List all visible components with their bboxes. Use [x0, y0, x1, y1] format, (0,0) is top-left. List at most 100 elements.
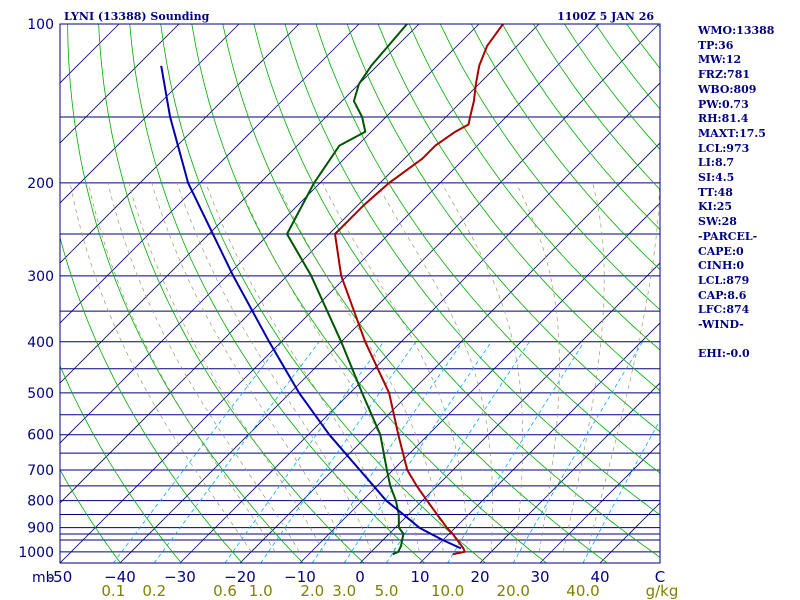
index-item: FRZ:781 [698, 68, 751, 82]
mixing-ratio-tick-label: 2.0 [300, 582, 324, 600]
mixing-ratio-unit-label: g/kg [646, 582, 679, 600]
dry-adiabat-line [160, 24, 486, 563]
index-item: TP:36 [698, 38, 734, 52]
index-item: RH:81.4 [698, 112, 749, 126]
mixing-ratio-tick-label: 0.1 [101, 582, 125, 600]
index-item: LCL:879 [698, 273, 750, 287]
isotherm-line [0, 24, 59, 563]
mixing-ratio-tick-label: 20.0 [497, 582, 530, 600]
temperature-tick-label: 20 [470, 568, 489, 586]
pressure-tick-label: 100 [27, 17, 54, 33]
dry-adiabat-line [253, 24, 660, 558]
dry-adiabat-line [60, 235, 243, 563]
index-item: EHI:-0.0 [698, 347, 750, 361]
pressure-tick-label: 200 [27, 176, 54, 192]
pressure-unit-label: mb [32, 570, 55, 586]
temperature-tick-label: 40 [590, 568, 609, 586]
grid-lines [0, 24, 660, 563]
temperature-tick-label: −40 [104, 568, 136, 586]
dry-adiabat-line [346, 24, 660, 433]
temperature-profile-line [334, 24, 504, 556]
dry-adiabat-line [377, 24, 660, 392]
index-item: WMO:13388 [698, 24, 775, 37]
pressure-tick-label: 600 [27, 428, 54, 444]
index-item: WBO:809 [698, 82, 757, 96]
mixing-ratio-line [386, 341, 530, 563]
index-item: TT:48 [698, 185, 733, 199]
index-item: -WIND- [698, 318, 744, 332]
moist-adiabat-line [107, 182, 300, 552]
dry-adiabat-line [60, 364, 182, 563]
isotherm-line [539, 442, 660, 563]
dry-adiabat-line [439, 24, 660, 311]
mixing-ratio-line [447, 341, 585, 563]
mixing-ratio-line [153, 341, 320, 563]
dry-adiabat-line [222, 24, 608, 563]
mixing-ratio-line [260, 341, 417, 563]
mixing-ratio-tick-label: 3.0 [332, 582, 356, 600]
moist-adiabat-line [515, 182, 560, 552]
isotherm-line [479, 382, 660, 563]
index-item: -PARCEL- [698, 229, 758, 243]
chart-title: LYNI (13388) Sounding [64, 10, 210, 23]
mixing-ratio-tick-label: 0.6 [213, 582, 237, 600]
index-item: SI:4.5 [698, 171, 735, 185]
temperature-tick-label: −30 [164, 568, 196, 586]
moist-adiabat-line [176, 182, 372, 552]
index-spacer [698, 333, 798, 348]
index-item: LI:8.7 [698, 156, 735, 170]
isotherm-line [419, 322, 660, 563]
pressure-tick-label: 400 [27, 335, 54, 351]
temperature-tick-label: −20 [224, 568, 256, 586]
temperature-tick-label: 10 [410, 568, 429, 586]
dry-adiabat-line [470, 24, 660, 271]
plot-frame [59, 23, 661, 564]
temperature-tick-label: 30 [530, 568, 549, 586]
isotherm-line [60, 24, 600, 563]
temperature-tick-label: -50 [48, 568, 73, 586]
index-item: CINH:0 [698, 259, 745, 273]
parcel-profile-line [160, 65, 462, 550]
mixing-ratio-tick-label: 5.0 [375, 582, 399, 600]
mixing-ratio-tick-label: 0.2 [142, 582, 166, 600]
moist-adiabat-line [586, 182, 660, 552]
moist-adiabat-line [321, 182, 468, 552]
mixing-ratio-line [582, 419, 660, 563]
dry-adiabat-line [98, 24, 365, 563]
isotherm-line [359, 262, 660, 563]
sounding-indices-panel: WMO:13388 TP:36 MW:12 FRZ:781 WBO:809 PW:0.73… [698, 24, 798, 362]
dry-adiabat-line [284, 24, 660, 516]
isotherm-line [60, 24, 420, 384]
pressure-tick-label: 500 [27, 386, 54, 402]
mixing-ratio-tick-label: 1.0 [249, 582, 273, 600]
dry-adiabat-line [315, 24, 660, 474]
pressure-tick-label: 800 [27, 494, 54, 510]
temperature-unit-label: C [655, 568, 665, 586]
index-item: CAPE:0 [698, 244, 744, 258]
mixing-ratio-line [112, 341, 283, 563]
dry-adiabat-line [129, 24, 425, 563]
moist-adiabat-line [376, 182, 493, 552]
index-item: PW:0.73 [698, 97, 749, 111]
moist-adiabat-line [128, 182, 324, 552]
isotherm-line [179, 82, 660, 563]
index-item: KI:25 [698, 200, 733, 214]
dry-adiabat-line [408, 24, 660, 351]
moist-adiabat-line [205, 182, 396, 552]
mixing-ratio-line [343, 341, 492, 563]
sounding-curves [160, 24, 504, 556]
mixing-ratio-line [224, 341, 384, 563]
temperature-tick-label: 0 [355, 568, 365, 586]
mixing-ratio-tick-label: 10.0 [431, 582, 464, 600]
isotherm-line [60, 24, 180, 144]
isotherm-line [60, 24, 300, 264]
index-item: CAP:8.6 [698, 288, 747, 302]
pressure-tick-label: 1000 [18, 545, 54, 561]
isotherm-line [60, 24, 540, 504]
pressure-tick-label: 900 [27, 521, 54, 537]
mixing-ratio-line [512, 341, 643, 563]
chart-datetime: 1100Z 5 JAN 26 [557, 10, 654, 23]
moist-adiabat-line [441, 182, 524, 552]
moist-adiabat-line [562, 182, 605, 552]
